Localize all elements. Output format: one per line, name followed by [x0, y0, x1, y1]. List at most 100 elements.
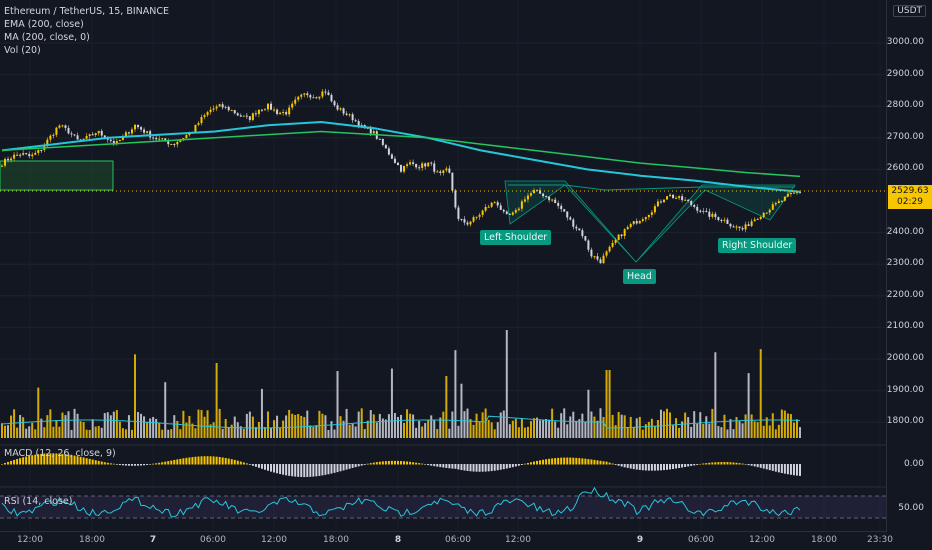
candle-body [46, 139, 49, 146]
macd-bar [400, 461, 402, 465]
macd-bar [792, 464, 795, 476]
price-axis-label: 2200.00 [886, 289, 924, 300]
candle-body [705, 210, 708, 212]
macd-bar [614, 464, 617, 465]
macd-bar [735, 462, 738, 465]
macd-bar [584, 458, 587, 465]
candle-body [97, 130, 100, 134]
volume-bar [720, 427, 723, 438]
volume-bar [318, 410, 321, 438]
volume-bar [285, 415, 288, 438]
volume-bar [167, 429, 170, 438]
candle-body [623, 229, 626, 237]
macd-bar [635, 464, 638, 470]
candle-body [732, 226, 735, 228]
candle-body [499, 205, 502, 210]
macd-bar [194, 456, 197, 465]
macd-bar [263, 464, 266, 470]
volume-bar [490, 422, 493, 438]
volume-bar [696, 423, 699, 438]
volume-bar [248, 411, 251, 438]
macd-bar [566, 457, 569, 465]
macd-bar [303, 464, 306, 478]
macd-bar [221, 457, 224, 465]
volume-bar [454, 350, 457, 438]
volume-bar [575, 420, 578, 438]
candle-body [526, 195, 529, 200]
rsi-legend[interactable]: RSI (14, close) [4, 496, 73, 507]
macd-bar [245, 463, 248, 465]
candle-body [472, 217, 475, 222]
volume-bar [197, 409, 200, 438]
macd-bar [372, 462, 375, 465]
currency-selector[interactable]: USDT [893, 5, 926, 17]
candle-body [735, 226, 738, 228]
price-axis-label: 2100.00 [886, 321, 924, 332]
volume-bar [424, 423, 427, 438]
macd-bar [647, 464, 650, 471]
candle-body [508, 213, 511, 215]
macd-bar [484, 464, 487, 472]
volume-bar [780, 409, 783, 438]
candle-body [554, 199, 557, 204]
candle-body [16, 154, 19, 156]
volume-bar [475, 413, 478, 438]
volume-bar [124, 429, 127, 438]
candle-body [714, 213, 717, 218]
candle-body [130, 129, 133, 134]
macd-bar [560, 457, 563, 465]
candle-body [170, 144, 173, 146]
macd-bar [25, 456, 28, 465]
volume-bar [375, 422, 378, 438]
candle-body [669, 194, 672, 197]
demand-zone [0, 160, 114, 191]
current-price-value: 2529.63 [891, 186, 929, 196]
volume-bar [635, 418, 638, 438]
candle-body [602, 255, 605, 264]
ma-legend[interactable]: MA (200, close, 0) [4, 32, 90, 43]
volume-bar [620, 414, 623, 438]
macd-bar [505, 464, 508, 469]
candle-body [418, 167, 421, 169]
candle-body [267, 103, 269, 110]
volume-bar [52, 426, 55, 438]
macd-bar [774, 464, 777, 472]
volume-bar [439, 417, 442, 438]
macd-bar [439, 464, 442, 468]
volume-bar [469, 419, 472, 438]
macd-bar [741, 463, 744, 465]
volume-bar [608, 370, 611, 438]
candle-body [25, 153, 28, 155]
macd-bar [641, 464, 644, 471]
volume-bar [378, 413, 381, 438]
symbol-legend[interactable]: Ethereum / TetherUS, 15, BINANCE [4, 6, 169, 17]
candle-body [351, 114, 354, 121]
volume-bar [118, 421, 121, 438]
candle-body [173, 144, 176, 146]
macd-bar [312, 464, 315, 477]
volume-bar [294, 414, 297, 438]
volume-bar [112, 411, 115, 438]
macd-legend[interactable]: MACD (12, 26, close, 9) [4, 448, 116, 459]
volume-bar [708, 423, 711, 438]
volume-bar [693, 411, 696, 438]
volume-bar [67, 411, 70, 438]
volume-bar [25, 428, 28, 438]
candle-body [22, 153, 25, 155]
macd-bar [285, 464, 288, 476]
volume-bar [236, 422, 239, 438]
volume-bar [421, 426, 424, 438]
candle-body [662, 199, 665, 203]
macd-bar [363, 464, 366, 465]
volume-legend[interactable]: Vol (20) [4, 45, 41, 56]
ema-legend[interactable]: EMA (200, close) [4, 19, 84, 30]
candle-body [85, 136, 88, 139]
candle-body [569, 217, 572, 220]
price-axis-label: 2800.00 [886, 100, 924, 111]
right-shoulder-label: Right Shoulder [718, 238, 797, 253]
macd-bar [620, 464, 623, 467]
candle-body [596, 256, 599, 260]
candle-body [502, 209, 505, 212]
grid-lines [0, 42, 886, 423]
